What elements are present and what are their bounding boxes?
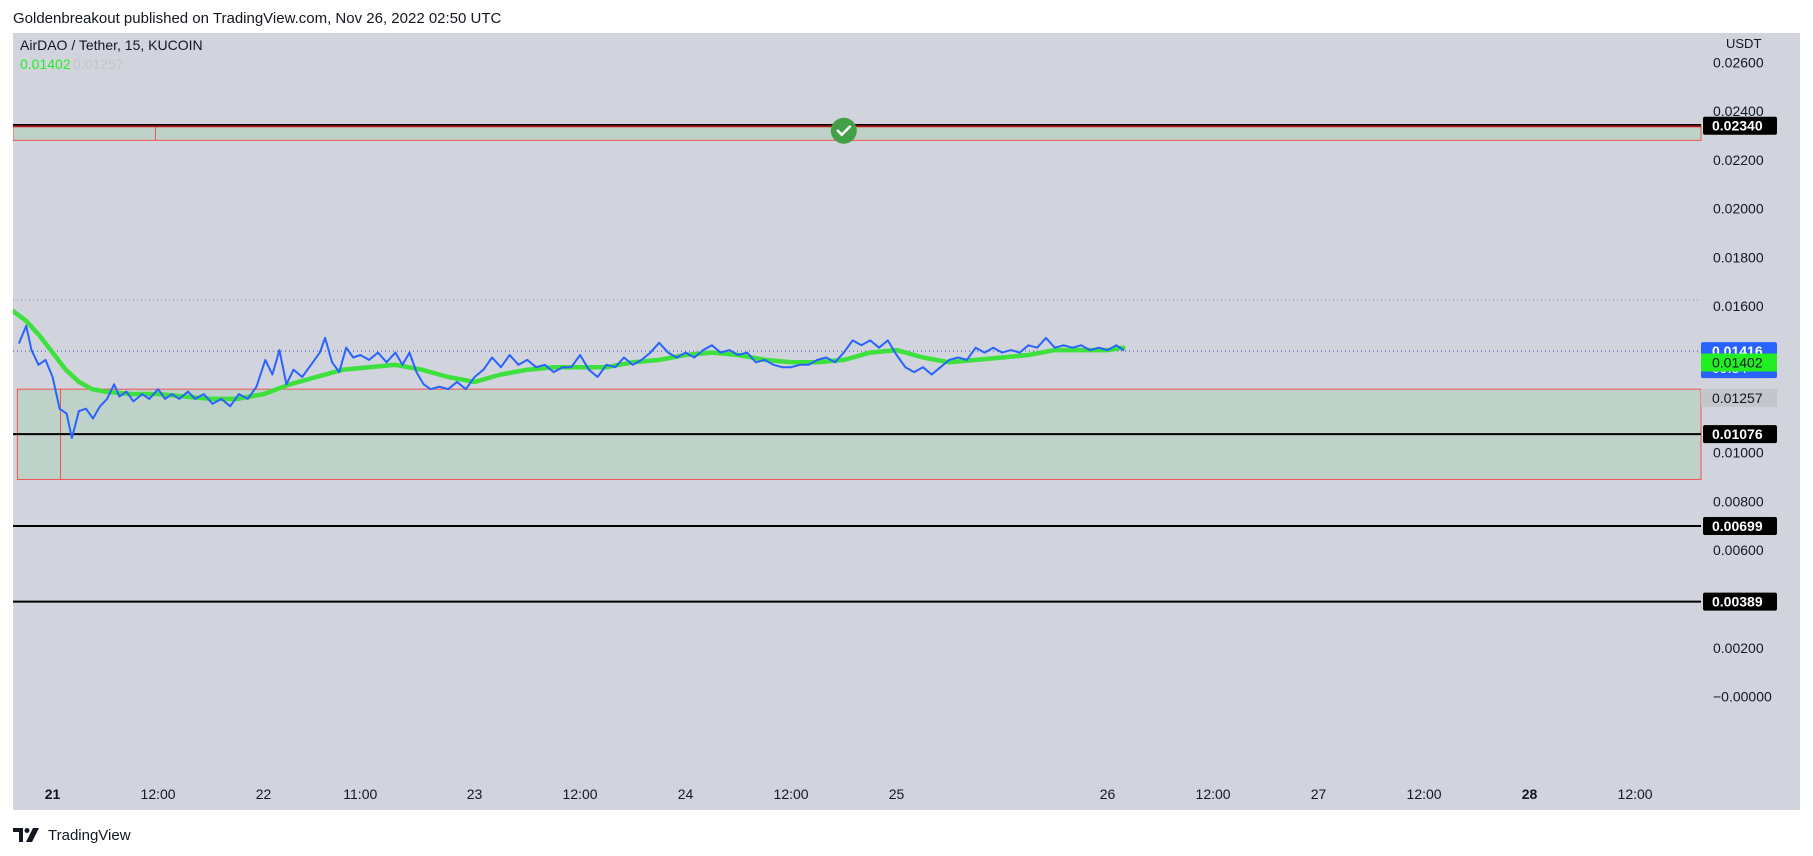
ma-tag-bg (1701, 353, 1777, 372)
y-tick-label: 0.01600 (1713, 298, 1764, 314)
x-tick-label: 27 (1311, 786, 1327, 802)
footer: TradingView (13, 825, 131, 845)
check-mark-icon (836, 125, 852, 137)
level-tag-label: 0.02340 (1712, 118, 1763, 134)
y-tick-label: 0.02600 (1713, 54, 1764, 70)
x-tick-label: 22 (256, 786, 272, 802)
symbol-title: AirDAO / Tether, 15, KUCOIN (20, 37, 203, 53)
x-tick-label: 12:00 (141, 786, 176, 802)
chart-area[interactable]: 0.02600 0.02400 0.02200 0.02000 0.01800 0.016… (13, 33, 1800, 810)
price-line (18, 324, 1125, 439)
x-tick-label: 12:00 (1196, 786, 1231, 802)
level-tag-label: 0.00699 (1712, 518, 1763, 534)
level-tag-bg (1703, 592, 1777, 611)
level-tag-bg (1703, 116, 1777, 135)
ma2-tag-label: 0.01257 (1712, 390, 1763, 406)
y-tick-label: −0.00000 (1713, 689, 1772, 705)
level-tag-label: 0.00389 (1712, 594, 1763, 610)
price-chart[interactable]: 0.02600 0.02400 0.02200 0.02000 0.01800 0.016… (13, 33, 1800, 810)
y-tick-label: 0.01000 (1713, 445, 1764, 461)
x-tick-label: 12:00 (563, 786, 598, 802)
moving-average-line (13, 308, 1126, 402)
x-tick-label: 23 (467, 786, 483, 802)
x-tick-label: 12:00 (774, 786, 809, 802)
y-tick-label: 0.02000 (1713, 201, 1764, 217)
y-tick-label: 0.00600 (1713, 542, 1764, 558)
y-tick-label: 0.00200 (1713, 640, 1764, 656)
x-tick-label: 26 (1100, 786, 1116, 802)
y-tick-label: 0.00800 (1713, 493, 1764, 509)
x-tick-label: 24 (678, 786, 694, 802)
y-tick-label: 0.02400 (1713, 103, 1764, 119)
x-tick-label: 28 (1522, 786, 1538, 802)
ma-tag-label: 0.01402 (1712, 355, 1763, 371)
y-tick-label: 0.01800 (1713, 249, 1764, 265)
level-tag-label: 0.01076 (1712, 426, 1763, 442)
x-tick-label: 21 (45, 786, 61, 802)
x-tick-label: 25 (889, 786, 905, 802)
y-tick-label: 0.02200 (1713, 152, 1764, 168)
ma2-tag-bg (1701, 388, 1777, 407)
tradingview-logo-icon (13, 828, 39, 842)
legend-value-ma: 0.01402 (20, 56, 71, 72)
level-tag-bg (1703, 425, 1777, 444)
x-tick-label: 12:00 (1407, 786, 1442, 802)
y-axis-unit: USDT (1726, 36, 1761, 51)
legend-value-ma2: 0.01257 (73, 56, 124, 72)
x-tick-label: 12:00 (1618, 786, 1653, 802)
check-marker-icon (830, 117, 857, 144)
published-line: Goldenbreakout published on TradingView.… (13, 10, 502, 27)
footer-brand: TradingView (48, 826, 131, 844)
level-tag-bg (1703, 517, 1777, 536)
x-tick-label: 11:00 (343, 786, 377, 802)
